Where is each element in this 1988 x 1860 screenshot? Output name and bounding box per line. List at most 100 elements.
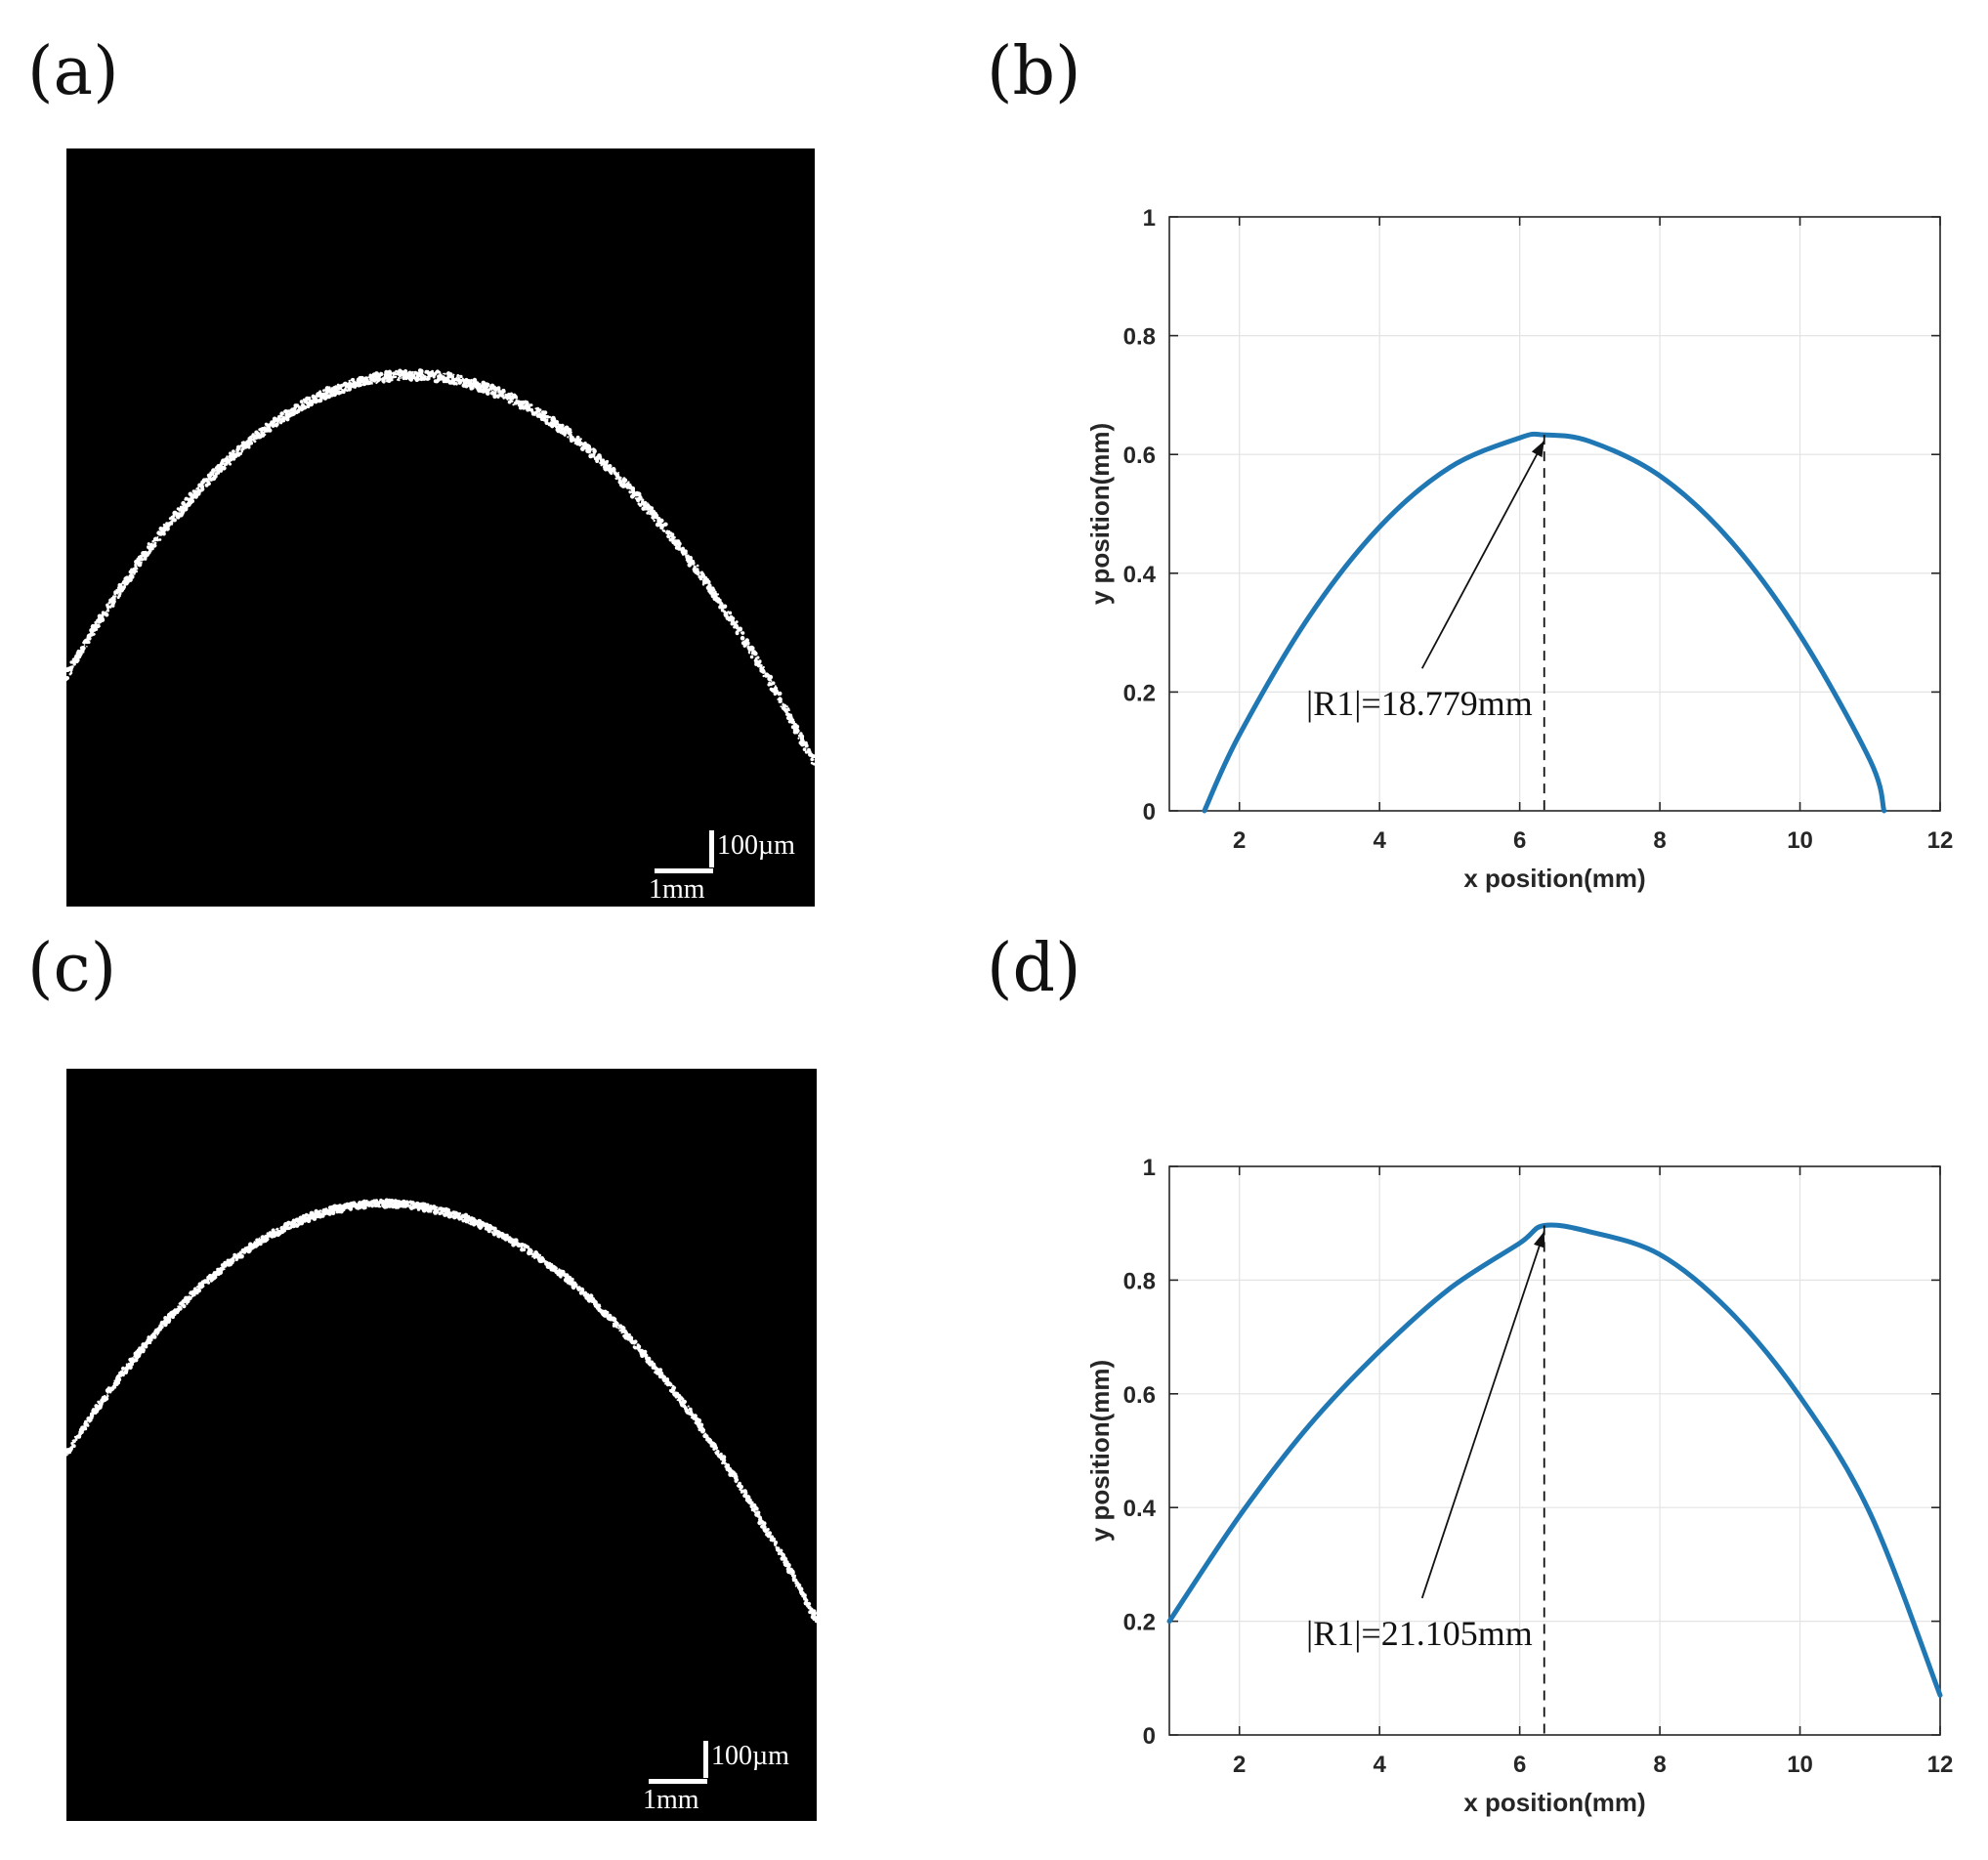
speckle-dot [511, 401, 514, 403]
speckle-dot [246, 1248, 251, 1253]
speckle-dot [567, 436, 570, 439]
speckle-dot [151, 539, 154, 543]
speckle-dot [633, 1339, 638, 1344]
scale-label-100um-a: 100µm [717, 830, 795, 861]
speckle-dot [125, 1363, 128, 1366]
speckle-dot [440, 1211, 443, 1214]
speckle-dot [773, 686, 779, 691]
speckle-dot [202, 488, 205, 490]
speckle-dot [778, 697, 783, 702]
speckle-dot [144, 1345, 148, 1348]
x-tick-label: 8 [1653, 827, 1666, 854]
x-tick-label: 2 [1233, 1752, 1246, 1778]
speckle-dot [379, 377, 382, 381]
speckle-dot [267, 426, 270, 429]
speckle-dot [442, 1212, 444, 1214]
speckle-dot [260, 1242, 262, 1245]
speckle-dot [563, 431, 568, 435]
speckle-dot [409, 1204, 412, 1206]
speckle-dot [110, 604, 115, 608]
speckle-dot [652, 518, 655, 521]
speckle-dot [238, 451, 242, 455]
speckle-dot [116, 592, 119, 595]
speckle-dot [452, 373, 455, 376]
speckle-dot [394, 375, 398, 379]
speckle-dot [525, 407, 527, 410]
speckle-dot [777, 1547, 780, 1550]
speckle-dot [84, 647, 86, 650]
speckle-dot [797, 1584, 802, 1587]
annotation-arrowhead [1531, 441, 1544, 458]
grid [1169, 1165, 1941, 1736]
speckle-dot [228, 1261, 232, 1265]
speckle-dot [778, 691, 783, 697]
speckle-dot [659, 518, 664, 524]
speckle-dot [394, 1199, 398, 1204]
speckle-dot [295, 403, 298, 406]
speckle-dot [377, 1204, 380, 1206]
speckle-dot [545, 415, 550, 419]
speckle-dot [162, 532, 166, 535]
speckle-dot [286, 1220, 291, 1226]
speckle-dot [456, 374, 460, 377]
speckle-dot [601, 458, 606, 463]
speckle-dot [113, 1386, 117, 1389]
speckle-dot [237, 451, 240, 454]
speckle-dot [801, 739, 805, 743]
speckle-dot [379, 371, 384, 376]
speckle-dot [762, 1521, 767, 1526]
speckle-dot [497, 390, 501, 394]
speckle-dot [114, 595, 117, 598]
speckle-dot [115, 1380, 119, 1385]
speckle-dot [318, 390, 322, 394]
speckle-dot [494, 388, 497, 391]
speckle-dot [397, 373, 401, 376]
speckle-dot [548, 415, 552, 419]
speckle-dot [749, 655, 754, 659]
speckle-dot [688, 1407, 693, 1412]
speckle-dot [512, 403, 515, 406]
speckle-dot [555, 1267, 558, 1270]
speckle-dot [95, 623, 101, 629]
speckle-dot [771, 682, 774, 685]
y-tick-label: 0.4 [1123, 1496, 1157, 1522]
speckle-dot [485, 387, 488, 391]
speckle-dot [71, 665, 74, 668]
speckle-dot [83, 644, 86, 646]
speckle-dot [475, 1218, 477, 1221]
speckle-dot [201, 1285, 205, 1289]
speckle-dot [625, 482, 630, 486]
speckle-dot [206, 480, 210, 485]
speckle-dot [66, 1454, 68, 1457]
speckle-group [66, 368, 815, 766]
speckle-dot [610, 472, 613, 476]
speckle-dot [638, 1346, 641, 1349]
speckle-dot [88, 1420, 91, 1423]
speckle-dot [261, 431, 263, 434]
speckle-dot [436, 1209, 440, 1213]
speckle-dot [190, 498, 195, 504]
speckle-dot [802, 1593, 807, 1598]
speckle-dot [234, 455, 237, 459]
speckle-dot [797, 737, 800, 740]
speckle-dot [183, 501, 185, 503]
speckle-dot [374, 1199, 378, 1203]
annotation-label: |R1|=21.105mm [1306, 1614, 1533, 1653]
speckle-dot [756, 655, 760, 659]
speckle-dot [309, 1210, 315, 1216]
speckle-dot [616, 473, 620, 477]
speckle-dot [691, 562, 695, 566]
speckle-dot [213, 474, 218, 479]
x-tick-label: 6 [1513, 1752, 1526, 1778]
x-axis-label: x position(mm) [1463, 864, 1645, 893]
speckle-dot [634, 1345, 637, 1348]
speckle-dot [747, 651, 751, 654]
speckle-dot [288, 411, 293, 416]
speckle-dot [158, 538, 162, 541]
speckle-dot [150, 546, 154, 551]
speckle-dot [743, 1493, 747, 1497]
speckle-dot [458, 1212, 462, 1215]
speckle-dot [265, 1239, 268, 1242]
speckle-dot [400, 377, 402, 379]
speckle-dot [538, 412, 542, 416]
